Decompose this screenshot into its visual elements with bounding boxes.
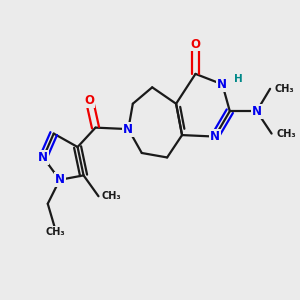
Text: CH₃: CH₃ [101,191,121,201]
Text: N: N [217,78,227,91]
Text: H: H [234,74,243,84]
Text: N: N [252,105,262,118]
Text: CH₃: CH₃ [276,129,296,139]
Text: CH₃: CH₃ [45,227,65,237]
Text: O: O [85,94,94,107]
Text: N: N [38,151,48,164]
Text: O: O [190,38,200,51]
Text: CH₃: CH₃ [274,84,294,94]
Text: N: N [123,123,133,136]
Text: N: N [55,173,65,186]
Text: N: N [210,130,220,143]
